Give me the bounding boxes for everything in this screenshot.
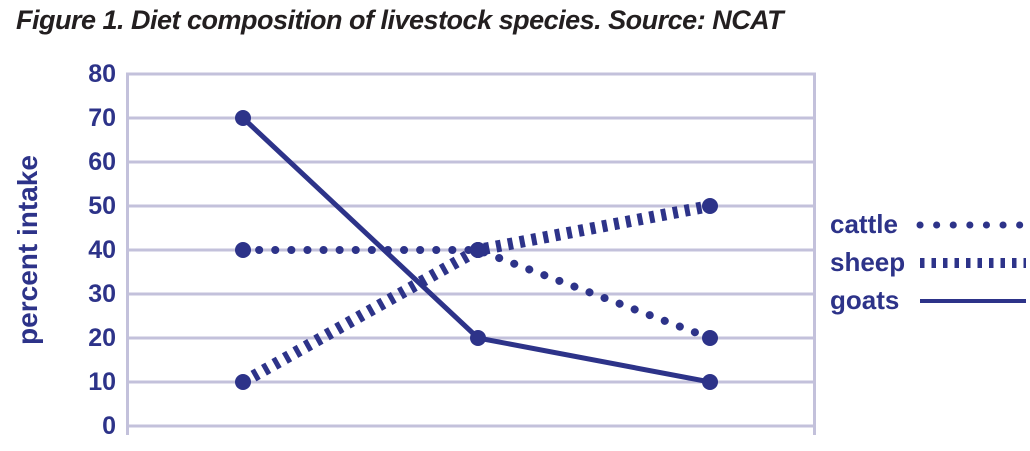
figure-title: Figure 1. Diet composition of livestock …: [16, 5, 784, 35]
data-point-goats: [702, 374, 718, 390]
y-tick-label: 70: [88, 104, 116, 132]
y-tick-label: 40: [88, 236, 116, 264]
legend-item-goats: goats: [830, 281, 1030, 319]
data-point-cattle: [235, 242, 251, 258]
legend-line-sample-square-dashed: [920, 258, 1026, 268]
y-tick-label: 0: [102, 412, 116, 440]
series-line-cattle: [239, 246, 714, 342]
y-tick-label: 50: [88, 192, 116, 220]
y-tick-label: 10: [88, 368, 116, 396]
legend-label: cattle: [830, 208, 898, 239]
y-tick-label: 60: [88, 148, 116, 176]
legend-item-cattle: cattle: [830, 205, 1030, 243]
data-point-goats: [235, 110, 251, 126]
data-point-sheep: [702, 198, 718, 214]
legend: cattle sheep goats: [830, 205, 1030, 319]
y-tick-label: 80: [88, 60, 116, 88]
legend-line-sample-solid: [920, 299, 1026, 303]
data-point-cattle: [702, 330, 718, 346]
data-point-goats: [470, 330, 486, 346]
legend-label: goats: [830, 284, 900, 315]
y-tick-label: 30: [88, 280, 116, 308]
data-point-sheep: [235, 374, 251, 390]
y-tick-label: 20: [88, 324, 116, 352]
legend-item-sheep: sheep: [830, 243, 1030, 281]
legend-line-sample-round-dotted: [916, 221, 1030, 229]
data-point-sheep: [470, 242, 486, 258]
legend-label: sheep: [830, 246, 906, 277]
